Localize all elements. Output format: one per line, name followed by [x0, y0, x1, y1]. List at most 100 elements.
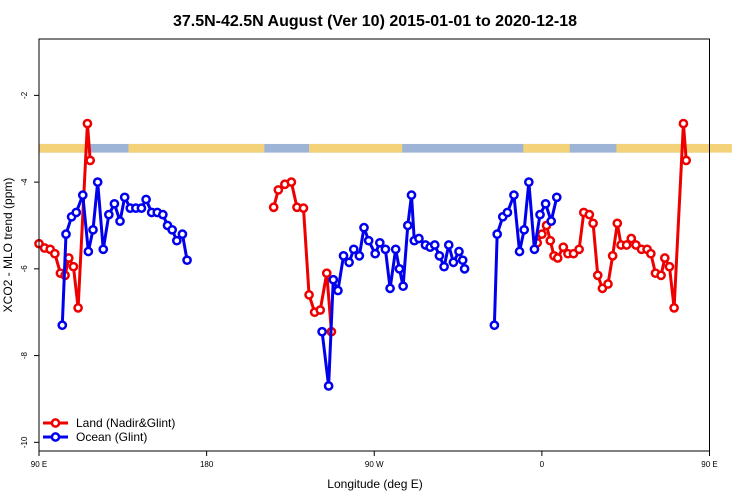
data-point — [659, 253, 670, 263]
data-point — [443, 240, 454, 250]
data-point — [354, 250, 365, 261]
data-point — [82, 118, 93, 129]
data-point — [535, 209, 545, 220]
data-point — [492, 229, 503, 240]
data-point — [603, 279, 613, 289]
band-land — [39, 143, 91, 153]
data-point — [344, 257, 354, 268]
data-point — [509, 190, 519, 200]
data-point — [71, 207, 82, 218]
data-point — [321, 268, 332, 279]
y-tick-label: -4 — [20, 178, 29, 186]
data-point — [558, 242, 569, 253]
data-point — [398, 281, 408, 292]
data-point — [273, 185, 284, 195]
data-point — [448, 257, 459, 268]
data-point — [323, 381, 334, 391]
data-point — [119, 192, 130, 203]
data-point — [317, 326, 327, 337]
data-point — [545, 235, 556, 246]
data-point — [681, 155, 692, 166]
data-point — [529, 244, 540, 255]
data-point — [333, 285, 343, 296]
y-tick-label: -6 — [20, 265, 29, 273]
data-point — [338, 250, 349, 261]
series-1 — [57, 177, 562, 391]
data-point — [402, 220, 413, 231]
data-point — [429, 240, 440, 250]
data-point — [434, 250, 445, 261]
data-point — [664, 261, 675, 272]
data-point — [370, 248, 381, 259]
y-tick-label: -10 — [20, 436, 29, 448]
data-point — [385, 283, 395, 294]
data-point — [514, 246, 525, 257]
y-axis: -2 -4 -6 -8 -10 — [20, 91, 39, 448]
data-point — [457, 255, 468, 266]
legend-item-1: Ocean (Glint) — [43, 430, 147, 444]
data-point — [158, 209, 168, 220]
data-point — [136, 203, 147, 213]
data-point — [669, 303, 679, 313]
data-point — [374, 237, 385, 248]
x-tick-label: 90 E — [31, 460, 47, 469]
legend-marker — [50, 418, 61, 428]
data-point — [167, 224, 178, 235]
data-point — [286, 177, 297, 187]
series-0 — [34, 118, 692, 337]
data-point — [98, 244, 109, 255]
x-tick-label: 90 E — [701, 460, 717, 469]
data-point — [588, 218, 598, 229]
data-point — [171, 235, 182, 246]
data-point — [77, 190, 88, 200]
data-point — [552, 253, 563, 263]
data-point — [49, 248, 60, 259]
legend-marker — [50, 432, 61, 442]
data-point — [141, 194, 151, 205]
data-point — [298, 203, 309, 213]
legend-label: Ocean (Glint) — [76, 430, 147, 444]
legend-label: Land (Nadir&Glint) — [76, 416, 175, 430]
data-point — [540, 198, 551, 209]
data-point — [177, 229, 188, 240]
data-point — [523, 177, 534, 187]
data-point — [268, 202, 279, 213]
data-point — [83, 246, 94, 257]
data-point — [537, 229, 547, 240]
band-land — [523, 143, 570, 153]
data-point — [390, 244, 401, 255]
data-point — [414, 233, 424, 244]
y-tick-label: -2 — [20, 91, 29, 99]
x-axis-label: Longitude (deg E) — [327, 477, 422, 491]
data-point — [439, 261, 449, 272]
data-point — [546, 216, 557, 226]
data-point — [519, 224, 530, 235]
data-point — [678, 118, 689, 129]
data-point — [182, 255, 192, 266]
data-point — [621, 240, 632, 250]
data-point — [109, 198, 120, 209]
data-point — [607, 250, 618, 261]
data-point — [73, 303, 83, 313]
y-tick-label: -8 — [20, 351, 29, 359]
x-axis: 90 E 180 90 W 0 90 E — [31, 451, 718, 469]
plot-frame — [38, 38, 710, 452]
data-point — [612, 218, 623, 229]
data-point — [380, 244, 391, 255]
data-point — [315, 305, 326, 315]
x-tick-label: 0 — [540, 460, 545, 469]
data-point — [328, 274, 339, 285]
series-layer — [34, 118, 692, 391]
data-point — [454, 246, 464, 257]
data-point — [626, 233, 637, 244]
data-point — [103, 209, 114, 220]
data-point — [363, 235, 374, 246]
data-point — [57, 320, 68, 331]
legend: Land (Nadir&Glint)Ocean (Glint) — [43, 416, 175, 444]
x-tick-label: 180 — [200, 460, 214, 469]
legend-item-0: Land (Nadir&Glint) — [43, 416, 175, 430]
band-land — [128, 143, 265, 153]
data-point — [592, 270, 603, 281]
data-point — [68, 261, 79, 272]
